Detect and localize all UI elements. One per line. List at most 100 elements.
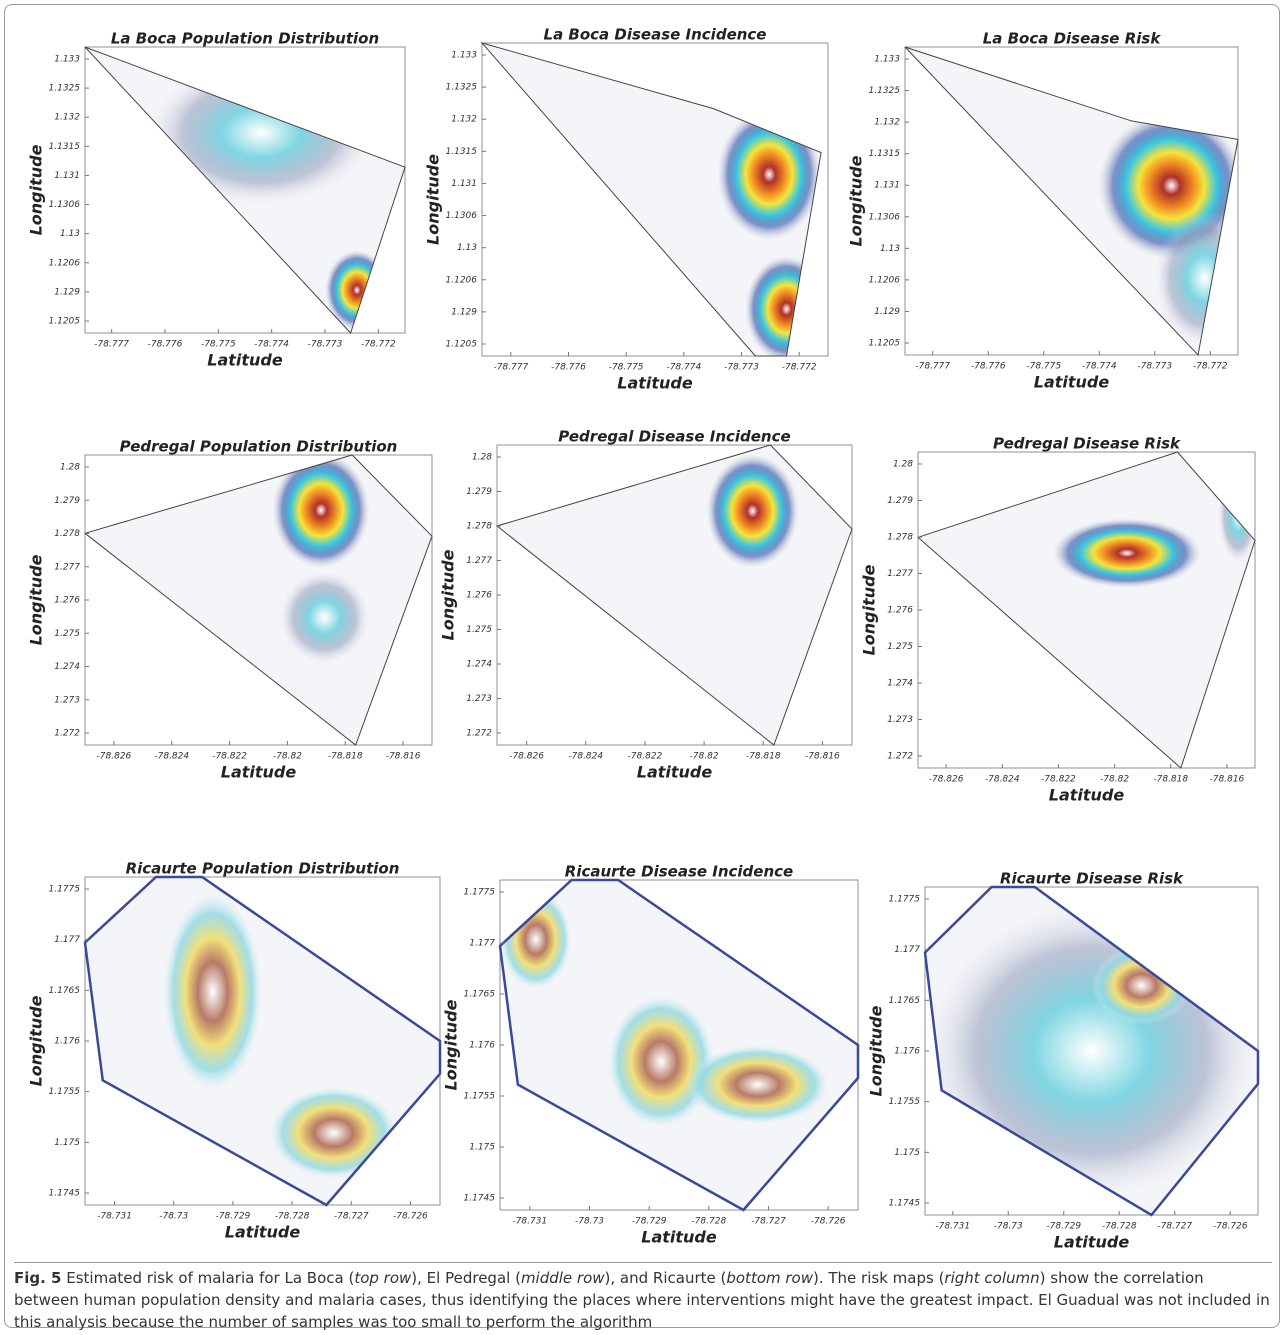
x-tick-label: -78.728 xyxy=(275,1212,310,1222)
density-blob xyxy=(607,995,715,1128)
y-tick-label: 1.1205 xyxy=(869,339,901,349)
y-tick-label: 1.28 xyxy=(472,453,492,463)
y-tick-label: 1.175 xyxy=(54,1138,80,1148)
y-tick-label: 1.28 xyxy=(60,463,80,473)
x-tick-label: -78.775 xyxy=(1026,362,1061,372)
x-tick-label: -78.773 xyxy=(308,340,343,350)
y-tick-label: 1.131 xyxy=(451,179,477,189)
x-tick-label: -78.816 xyxy=(386,752,421,762)
y-tick-label: 1.1775 xyxy=(889,895,921,905)
x-tick-label: -78.728 xyxy=(1102,1222,1137,1232)
panel: La Boca Population Distribution -78.777 -7… xyxy=(27,30,406,370)
panel-title: Pedregal Disease Risk xyxy=(993,435,1181,453)
y-tick-label: 1.13 xyxy=(60,229,80,239)
x-axis-label: Latitude xyxy=(221,763,297,782)
panel: La Boca Disease Risk -78.777 -78.776 -78.77… xyxy=(847,30,1239,392)
x-tick-label: -78.772 xyxy=(361,340,396,350)
y-tick-label: 1.132 xyxy=(54,113,80,123)
y-tick-label: 1.274 xyxy=(54,662,80,672)
y-tick-label: 1.272 xyxy=(54,729,80,739)
y-tick-label: 1.1206 xyxy=(49,258,81,268)
y-tick-label: 1.129 xyxy=(54,287,80,297)
caption-text: bottom row xyxy=(726,1269,813,1287)
x-tick-label: -78.776 xyxy=(551,363,586,373)
y-tick-label: 1.276 xyxy=(466,591,492,601)
x-axis-label: Latitude xyxy=(207,351,283,370)
panel: Pedregal Disease Incidence -78.826 -78.824… xyxy=(439,428,853,782)
y-tick-label: 1.275 xyxy=(466,625,492,635)
region-outline xyxy=(917,451,1256,769)
y-tick-label: 1.1765 xyxy=(889,996,921,1006)
y-tick-label: 1.275 xyxy=(887,642,913,652)
x-axis-label: Latitude xyxy=(1054,1233,1130,1252)
x-tick-label: -78.824 xyxy=(568,752,603,762)
x-tick-label: -78.726 xyxy=(393,1212,428,1222)
x-tick-label: -78.775 xyxy=(609,363,644,373)
y-tick-label: 1.272 xyxy=(887,752,913,762)
x-tick-label: -78.818 xyxy=(1153,775,1188,785)
panel-title: Ricaurte Disease Risk xyxy=(1000,870,1184,888)
x-tick-label: -78.776 xyxy=(971,362,1006,372)
y-tick-label: 1.133 xyxy=(874,55,900,65)
panel: Ricaurte Disease Incidence -78.731 -78.73 -… xyxy=(442,863,860,1247)
y-tick-label: 1.177 xyxy=(469,939,495,949)
y-tick-label: 1.1775 xyxy=(49,885,81,895)
y-axis-label: Longitude xyxy=(442,999,461,1090)
x-axis-label: Latitude xyxy=(641,1228,717,1247)
y-tick-label: 1.1315 xyxy=(49,142,81,152)
x-tick-label: -78.775 xyxy=(201,340,236,350)
x-tick-label: -78.818 xyxy=(746,752,781,762)
x-tick-label: -78.824 xyxy=(154,752,189,762)
x-tick-label: -78.773 xyxy=(1137,362,1172,372)
y-axis-label: Longitude xyxy=(847,155,866,246)
y-tick-label: 1.274 xyxy=(887,679,913,689)
panel: La Boca Disease Incidence -78.777 -78.776 -… xyxy=(424,26,829,393)
y-tick-label: 1.129 xyxy=(451,307,477,317)
y-tick-label: 1.278 xyxy=(887,533,913,543)
y-tick-label: 1.133 xyxy=(54,55,80,65)
x-tick-label: -78.772 xyxy=(1193,362,1228,372)
x-tick-label: -78.726 xyxy=(1213,1222,1248,1232)
y-tick-label: 1.1745 xyxy=(464,1194,496,1204)
y-tick-label: 1.28 xyxy=(893,460,913,470)
panel-title: Pedregal Population Distribution xyxy=(120,438,398,456)
y-tick-label: 1.177 xyxy=(54,935,80,945)
x-tick-label: -78.73 xyxy=(994,1222,1023,1232)
caption: Fig. 5 Estimated risk of malaria for La … xyxy=(14,1262,1272,1333)
figure: La Boca Population Distribution -78.777 -7… xyxy=(27,26,1260,1252)
density-blob xyxy=(163,893,263,1091)
y-tick-label: 1.1755 xyxy=(49,1087,81,1097)
density-field xyxy=(905,47,1238,355)
x-tick-label: -78.822 xyxy=(1041,775,1076,785)
y-tick-label: 1.129 xyxy=(874,307,900,317)
y-tick-label: 1.1306 xyxy=(869,212,901,222)
x-tick-label: -78.822 xyxy=(628,752,663,762)
x-tick-label: -78.777 xyxy=(94,340,129,350)
x-tick-label: -78.82 xyxy=(1100,775,1129,785)
y-tick-label: 1.1325 xyxy=(446,83,478,93)
y-tick-label: 1.1306 xyxy=(49,200,81,210)
x-tick-label: -78.777 xyxy=(493,363,528,373)
y-tick-label: 1.1775 xyxy=(464,888,496,898)
y-tick-label: 1.176 xyxy=(469,1041,495,1051)
y-tick-label: 1.275 xyxy=(54,629,80,639)
y-axis-label: Longitude xyxy=(867,1005,886,1096)
x-tick-label: -78.774 xyxy=(666,363,701,373)
region-outline xyxy=(84,46,406,334)
density-blob xyxy=(272,455,370,569)
density-field xyxy=(497,445,852,745)
y-tick-label: 1.1205 xyxy=(49,317,81,327)
x-tick-label: -78.727 xyxy=(334,1212,369,1222)
y-tick-label: 1.1306 xyxy=(446,211,478,221)
x-axis-label: Latitude xyxy=(1034,373,1110,392)
y-tick-label: 1.176 xyxy=(894,1047,920,1057)
y-tick-label: 1.279 xyxy=(54,496,80,506)
density-blob xyxy=(269,1086,398,1179)
y-tick-label: 1.133 xyxy=(451,51,477,61)
y-tick-label: 1.1206 xyxy=(869,275,901,285)
y-tick-label: 1.131 xyxy=(54,171,80,181)
y-tick-label: 1.274 xyxy=(466,660,492,670)
y-axis-label: Longitude xyxy=(439,549,458,640)
y-tick-label: 1.1765 xyxy=(464,990,496,1000)
